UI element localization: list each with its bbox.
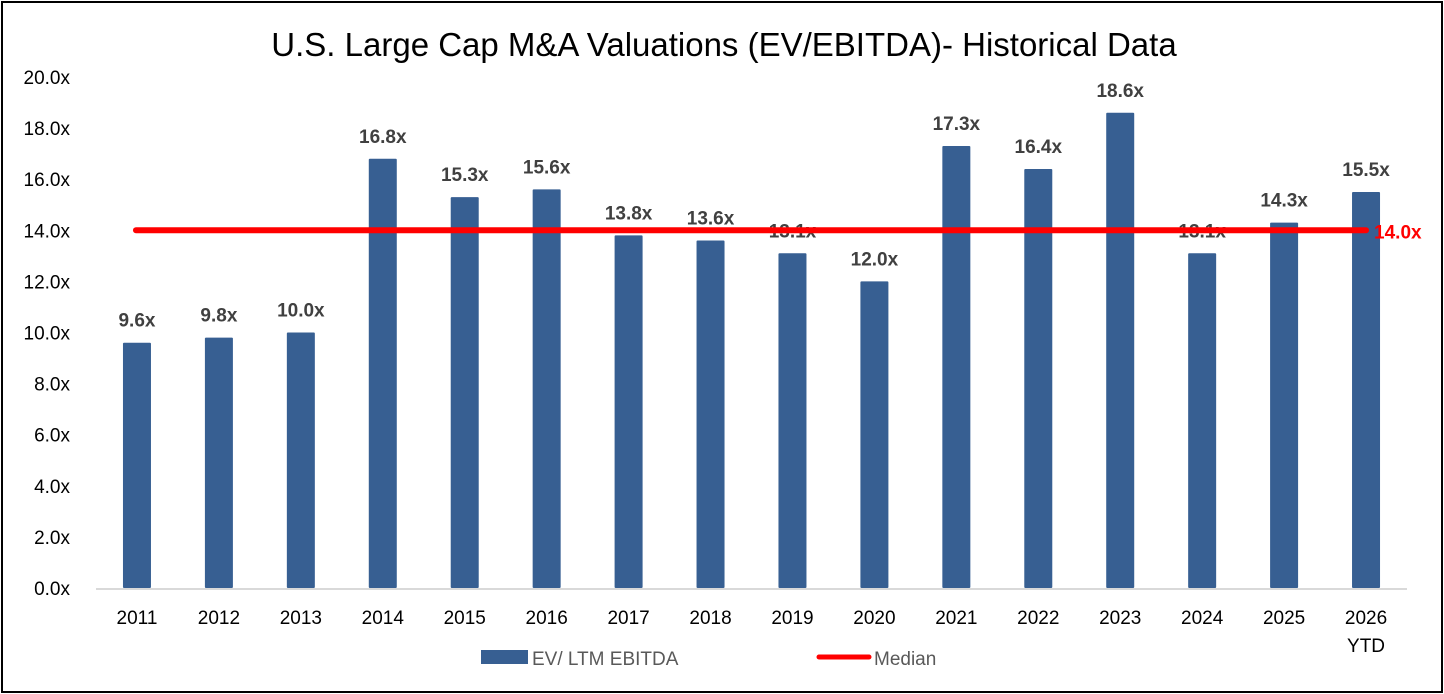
data-label: 12.0x [851,249,899,270]
bar [1352,191,1381,588]
data-label: 10.0x [277,301,325,322]
bar [614,235,643,588]
median-label: 14.0x [1374,222,1422,243]
data-label: 16.8x [359,127,407,148]
legend-swatch-ev-ltm-ebitda [481,650,528,664]
x-tick-label: 2022 [1017,608,1059,629]
x-tick-label: 2021 [935,608,977,629]
x-tick-label: 2020 [853,608,895,629]
bar [1106,112,1135,589]
y-tick-label: 2.0x [34,528,70,549]
x-tick-label: 2025 [1263,608,1305,629]
x-tick-label: 2015 [444,608,486,629]
data-label: 9.8x [200,306,237,327]
bar [286,332,315,588]
data-label: 18.6x [1096,81,1144,102]
data-label: 14.3x [1260,191,1308,212]
x-tick-label: 2023 [1099,608,1141,629]
x-tick-label: 2011 [117,608,158,629]
x-tick-label: 2012 [198,608,240,629]
x-axis: 2011 2012 2013 2014 2015 2016 2017 2018 2019 2020… [117,608,1388,657]
data-label: 15.5x [1342,160,1390,181]
x-tick-label: 2018 [689,608,731,629]
median-series: 14.0x [132,222,1422,243]
x-tick-label: 2014 [362,608,405,629]
bar [122,342,151,588]
bar [696,240,725,588]
y-tick-label: 10.0x [24,324,71,345]
y-tick-label: 0.0x [34,579,70,600]
bar [532,189,561,589]
x-tick-label: 2019 [771,608,813,629]
x-tick-label: 2013 [280,608,322,629]
bar [942,145,971,589]
y-tick-label: 16.0x [24,170,71,191]
legend-label-ev-ltm-ebitda: EV/ LTM EBITDA [532,649,679,670]
legend-label-median: Median [874,649,936,670]
bar [368,158,397,588]
data-label: 15.6x [523,157,571,178]
bar-series: 9.6x9.8x10.0x16.8x15.3x15.6x13.8x13.6x13… [118,81,1390,589]
y-tick-label: 20.0x [24,68,71,89]
y-tick-label: 4.0x [34,477,70,498]
y-tick-label: 6.0x [34,426,70,447]
y-axis: 0.0x 2.0x 4.0x 6.0x 8.0x 10.0x 12.0x 14.0x 16.0x… [24,68,71,600]
x-tick-label: 2026 YTD [1345,608,1387,657]
data-label: 9.6x [118,311,155,332]
data-label: 15.3x [441,165,489,186]
x-tick-label: 2017 [607,608,649,629]
bar [204,337,233,588]
bar [778,253,807,589]
bar [1024,168,1053,589]
data-label: 17.3x [933,114,981,135]
bar [860,281,889,588]
y-tick-label: 14.0x [24,221,71,242]
data-label: 13.6x [687,209,735,230]
y-tick-label: 12.0x [24,272,71,293]
legend: EV/ LTM EBITDA Median [481,649,936,670]
y-tick-label: 8.0x [34,375,70,396]
data-label: 13.8x [605,203,653,224]
y-tick-label: 18.0x [24,119,71,140]
bar [1188,253,1217,589]
bar [450,197,479,588]
x-tick-label: 2024 [1181,608,1224,629]
chart-title: U.S. Large Cap M&A Valuations (EV/EBITDA… [271,26,1177,63]
bar [1270,222,1299,588]
data-label: 16.4x [1015,137,1063,158]
x-tick-label: 2016 [526,608,568,629]
